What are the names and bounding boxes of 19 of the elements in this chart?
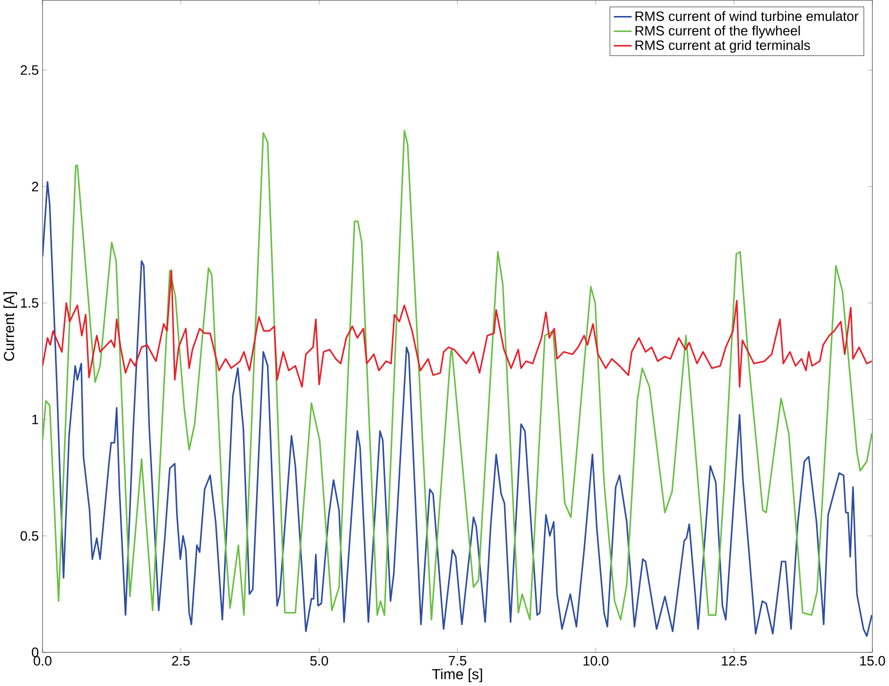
x-tick-label: 5.0 bbox=[310, 656, 328, 666]
line-series bbox=[42, 270, 872, 388]
y-axis-title: Current [A] bbox=[3, 292, 18, 361]
x-tick-label: 12.5 bbox=[722, 656, 747, 666]
legend-label: RMS current of the flywheel bbox=[636, 26, 800, 38]
x-tick-label: 10.0 bbox=[584, 656, 608, 666]
x-axis-title: Time [s] bbox=[432, 668, 482, 682]
legend-label: RMS current of wind turbine emulator bbox=[636, 11, 858, 22]
y-tick-label: 1.5 bbox=[21, 298, 38, 308]
x-tick-label: 15.0 bbox=[860, 656, 886, 666]
y-tick-label: 2 bbox=[32, 182, 38, 192]
y-tick-label: 0 bbox=[32, 648, 38, 658]
legend-label: RMS current at grid terminals bbox=[636, 40, 810, 53]
x-tick-label: 2.5 bbox=[172, 656, 190, 666]
x-tick-label: 7.5 bbox=[448, 656, 466, 666]
y-tick-label: 2.5 bbox=[20, 65, 38, 76]
x-tick-label: 0.0 bbox=[34, 656, 52, 666]
y-tick-label: 1 bbox=[32, 414, 38, 424]
y-tick-label: 0.5 bbox=[20, 531, 38, 541]
